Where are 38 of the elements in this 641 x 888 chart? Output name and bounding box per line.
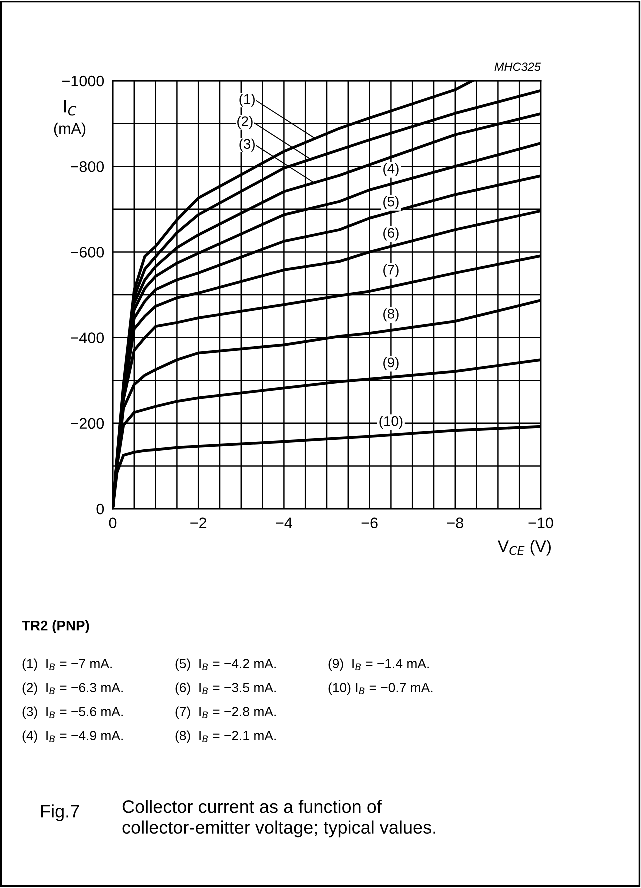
annotation: (2) — [238, 116, 253, 130]
annotation: (6) — [384, 228, 399, 241]
x-axis-title: V$_{CE}$ (V) — [498, 540, 551, 556]
text: MHC325 — [494, 62, 542, 72]
annotation: (8) — [384, 308, 399, 322]
annotation: (9) — [384, 357, 399, 370]
text: (4) I$_{B}$ = −4.9 mA. — [22, 730, 123, 744]
annotation: (3) — [240, 138, 255, 152]
text: (1) I$_{B}$ = −7 mA. — [22, 658, 112, 672]
y-tick-label: −800 — [71, 161, 104, 172]
text: (10) I$_{B}$ = −0.7 mA. — [328, 682, 433, 696]
y-tick-label: 0 — [96, 504, 104, 515]
text: (6) I$_{B}$ = −3.5 mA. — [176, 682, 276, 696]
y-axis-title: I$_{C}$ (mA) — [54, 100, 86, 138]
y-tick-label: −600 — [71, 247, 104, 258]
x-tick-label: −8 — [447, 518, 464, 529]
text: (7) I$_{B}$ = −2.8 mA. — [176, 706, 276, 720]
text: TR2 (PNP) — [22, 620, 90, 634]
x-tick-label: −6 — [362, 518, 378, 529]
annotation: (1) — [240, 94, 255, 107]
annotation: (7) — [384, 264, 399, 278]
text: (9) I$_{B}$ = −1.4 mA. — [328, 658, 429, 672]
x-tick-label: −2 — [190, 518, 207, 528]
y-tick-label: −400 — [71, 332, 104, 344]
annotation: (5) — [384, 196, 399, 210]
text: (5) I$_{B}$ = −4.2 mA. — [176, 658, 276, 672]
annotation: (10) — [380, 416, 403, 430]
x-tick-label: −10 — [528, 518, 554, 529]
text: (2) I$_{B}$ = −6.3 mA. — [22, 682, 123, 696]
y-tick-label: −1000 — [62, 76, 104, 87]
text: (3) I$_{B}$ = −5.6 mA. — [22, 706, 123, 720]
caption: Fig.7 — [41, 804, 80, 822]
x-tick-label: −4 — [276, 518, 292, 528]
text: Collector current as a function of collector-emitter voltage; typical values. — [122, 800, 436, 838]
x-tick-label: 0 — [109, 518, 117, 529]
annotation: (4) — [384, 164, 399, 176]
y-tick-label: −200 — [71, 418, 104, 430]
text: (8) I$_{B}$ = −2.1 mA. — [176, 730, 276, 744]
